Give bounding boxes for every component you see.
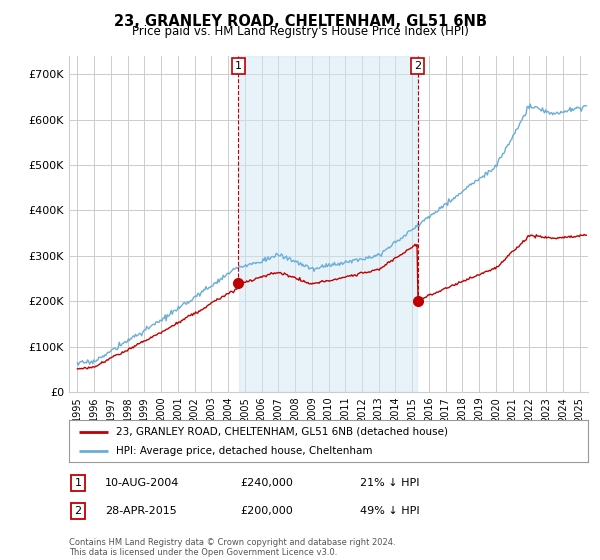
Text: HPI: Average price, detached house, Cheltenham: HPI: Average price, detached house, Chel… bbox=[116, 446, 372, 456]
Text: 2: 2 bbox=[74, 506, 82, 516]
Text: 23, GRANLEY ROAD, CHELTENHAM, GL51 6NB: 23, GRANLEY ROAD, CHELTENHAM, GL51 6NB bbox=[113, 14, 487, 29]
Text: 2: 2 bbox=[414, 61, 421, 71]
Text: 1: 1 bbox=[235, 61, 242, 71]
Text: 10-AUG-2004: 10-AUG-2004 bbox=[105, 478, 179, 488]
Text: Price paid vs. HM Land Registry's House Price Index (HPI): Price paid vs. HM Land Registry's House … bbox=[131, 25, 469, 38]
Text: 21% ↓ HPI: 21% ↓ HPI bbox=[360, 478, 419, 488]
Text: £200,000: £200,000 bbox=[240, 506, 293, 516]
Text: Contains HM Land Registry data © Crown copyright and database right 2024.
This d: Contains HM Land Registry data © Crown c… bbox=[69, 538, 395, 557]
Text: 49% ↓ HPI: 49% ↓ HPI bbox=[360, 506, 419, 516]
Text: 1: 1 bbox=[74, 478, 82, 488]
Text: 28-APR-2015: 28-APR-2015 bbox=[105, 506, 177, 516]
Text: £240,000: £240,000 bbox=[240, 478, 293, 488]
Text: 23, GRANLEY ROAD, CHELTENHAM, GL51 6NB (detached house): 23, GRANLEY ROAD, CHELTENHAM, GL51 6NB (… bbox=[116, 427, 448, 437]
